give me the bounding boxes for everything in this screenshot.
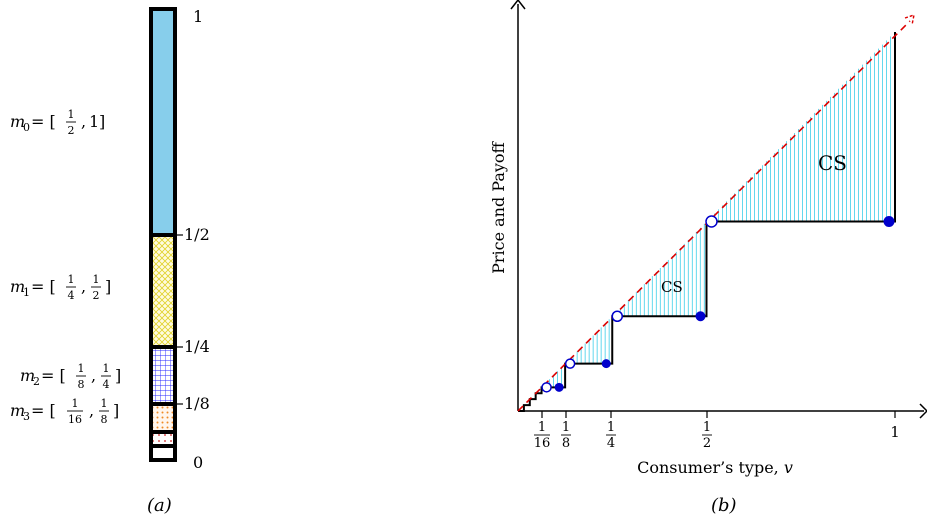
caption-b: (b) [711, 495, 737, 516]
label-lower-fraction: 116 [67, 397, 83, 426]
label-lower-fraction: 18 [76, 362, 86, 391]
tick-label-half: 1/2 [184, 225, 210, 244]
segment-label-m1: m1 = [14, 12] [10, 273, 111, 302]
x-tick-fraction: 116 [534, 420, 551, 451]
label-prefix: = [ [31, 277, 56, 296]
diagonal-arrow [904, 13, 915, 26]
label-upper-fraction-den: 4 [103, 378, 110, 391]
x-tick-fraction-num: 1 [562, 420, 570, 435]
consumer-surplus-hatch [545, 32, 895, 388]
open-marker [564, 358, 576, 369]
label-comma: , [81, 277, 86, 296]
label-upper-fraction: 18 [99, 397, 109, 426]
label-comma: , [81, 112, 86, 131]
x-tick-fraction-den: 2 [703, 436, 711, 451]
y-axis-arrow [510, 0, 526, 10]
label-comma: , [89, 401, 94, 420]
x-axis-label-var: v [784, 458, 793, 477]
filled-marker [883, 216, 895, 227]
label-suffix: ] [115, 366, 121, 385]
step-markers [541, 215, 895, 393]
tick-label-0: 0 [193, 453, 203, 472]
x-tick-label: 1 [890, 423, 900, 441]
label-var: m [10, 277, 25, 296]
tick-label-eighth: 1/8 [184, 394, 210, 413]
label-sub: 3 [23, 410, 30, 423]
segment-m2 [149, 345, 177, 406]
cs-label-large: CS [818, 151, 847, 175]
open-marker [705, 215, 718, 228]
x-tick-fraction-num: 1 [607, 420, 615, 435]
label-prefix: = [ [31, 401, 56, 420]
label-suffix: ] [113, 401, 119, 420]
x-axis-label-text: Consumer’s type, [637, 458, 784, 477]
filled-marker [554, 382, 564, 392]
label-prefix: = [ [41, 366, 66, 385]
x-axis-arrow [919, 403, 927, 419]
label-lower-fraction-den: 2 [68, 124, 75, 137]
label-suffix: ] [105, 277, 111, 296]
label-upper-fraction-den: 8 [101, 413, 108, 426]
open-marker [611, 310, 623, 322]
label-var: m [10, 401, 25, 420]
segment-m3 [149, 402, 177, 434]
segment-m1 [149, 233, 177, 349]
tick-label-1: 1 [193, 7, 203, 26]
x-tick-fraction: 14 [606, 420, 616, 451]
label-lower-fraction-num: 1 [68, 108, 75, 121]
label-var: m [10, 112, 25, 131]
label-lower-fraction-num: 1 [78, 362, 85, 375]
x-tick-fraction: 18 [561, 420, 571, 451]
filled-marker [601, 359, 611, 369]
open-marker [541, 382, 552, 393]
segment-label-m3: m3 = [116, 18] [10, 397, 119, 426]
label-upper-fraction-den: 2 [93, 289, 100, 302]
panel-a: 1 1/2 1/4 1/8 0 m0 = [12, 1]m1 = [14, 12]m… [10, 7, 210, 516]
x-tick-fraction-num: 1 [703, 420, 711, 435]
segment-label-m2: m2 = [18, 14] [20, 362, 121, 391]
label-upper-fraction-num: 1 [93, 273, 100, 286]
label-sub: 0 [23, 121, 30, 134]
segment-label-m0: m0 = [12, 1] [10, 108, 105, 137]
label-sub: 2 [33, 375, 40, 388]
label-lower-fraction-num: 1 [68, 273, 75, 286]
segment-m5 [149, 444, 177, 462]
x-tick-fraction-num: 1 [538, 420, 546, 435]
label-lower-fraction-num: 1 [72, 397, 79, 410]
label-upper: 1 [89, 112, 99, 131]
x-tick-fraction-den: 8 [562, 436, 570, 451]
x-tick-fraction-den: 4 [607, 436, 615, 451]
segment-labels: m0 = [12, 1]m1 = [14, 12]m2 = [18, 14]m3 = … [10, 108, 121, 426]
label-lower-fraction: 14 [66, 273, 76, 302]
segment-m0 [149, 7, 177, 237]
x-axis-label: Consumer’s type, v [637, 458, 793, 477]
label-upper-fraction-num: 1 [101, 397, 108, 410]
label-comma: , [91, 366, 96, 385]
x-tick-fraction-den: 16 [534, 436, 551, 451]
label-sub: 1 [23, 286, 30, 299]
label-lower-fraction-den: 16 [68, 413, 82, 426]
x-tick-fraction: 12 [702, 420, 712, 451]
label-prefix: = [ [31, 112, 56, 131]
caption-a: (a) [147, 495, 172, 516]
y-axis-label: Price and Payoff [489, 140, 508, 273]
label-var: m [20, 366, 35, 385]
label-suffix: ] [99, 112, 105, 131]
label-upper-fraction-num: 1 [103, 362, 110, 375]
filled-marker [695, 311, 706, 322]
label-upper-fraction: 14 [101, 362, 111, 391]
label-lower-fraction-den: 8 [78, 378, 85, 391]
label-upper-fraction: 12 [91, 273, 101, 302]
label-lower-fraction-den: 4 [68, 289, 75, 302]
label-lower-fraction: 12 [66, 108, 76, 137]
tick-label-quarter: 1/4 [184, 337, 210, 356]
cs-label-small: CS [661, 278, 683, 296]
segment-m4 [149, 430, 177, 448]
